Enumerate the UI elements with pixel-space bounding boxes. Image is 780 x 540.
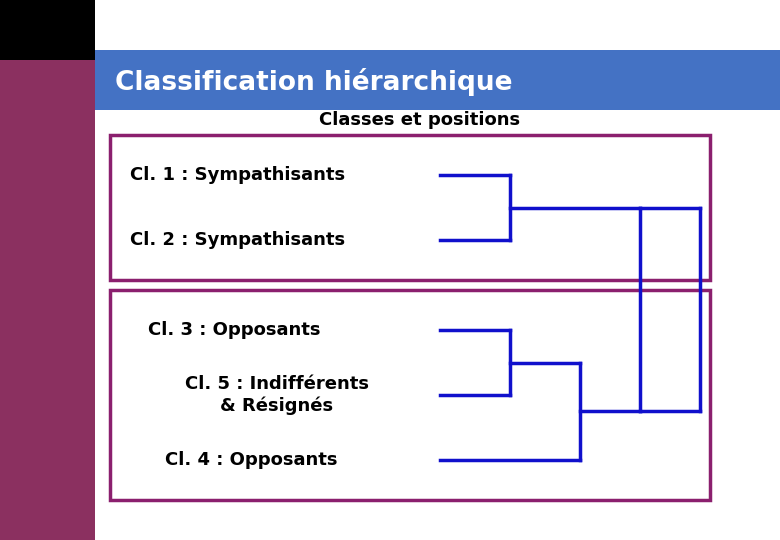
Text: Cl. 5 : Indifférents
& Résignés: Cl. 5 : Indifférents & Résignés [185, 375, 369, 415]
Bar [0, 0, 95, 60]
Text: Cl. 2 : Sympathisants: Cl. 2 : Sympathisants [130, 231, 345, 249]
Text: Cl. 1 : Sympathisants: Cl. 1 : Sympathisants [130, 166, 345, 184]
Text: Classification hiérarchique: Classification hiérarchique [115, 68, 512, 96]
Bar [0, 0, 95, 540]
Bar [95, 50, 780, 110]
Bar [110, 290, 710, 500]
Bar [110, 135, 710, 280]
Text: Cl. 3 : Opposants: Cl. 3 : Opposants [148, 321, 321, 339]
Text: Cl. 4 : Opposants: Cl. 4 : Opposants [165, 451, 338, 469]
Text: Classes et positions: Classes et positions [320, 111, 520, 129]
